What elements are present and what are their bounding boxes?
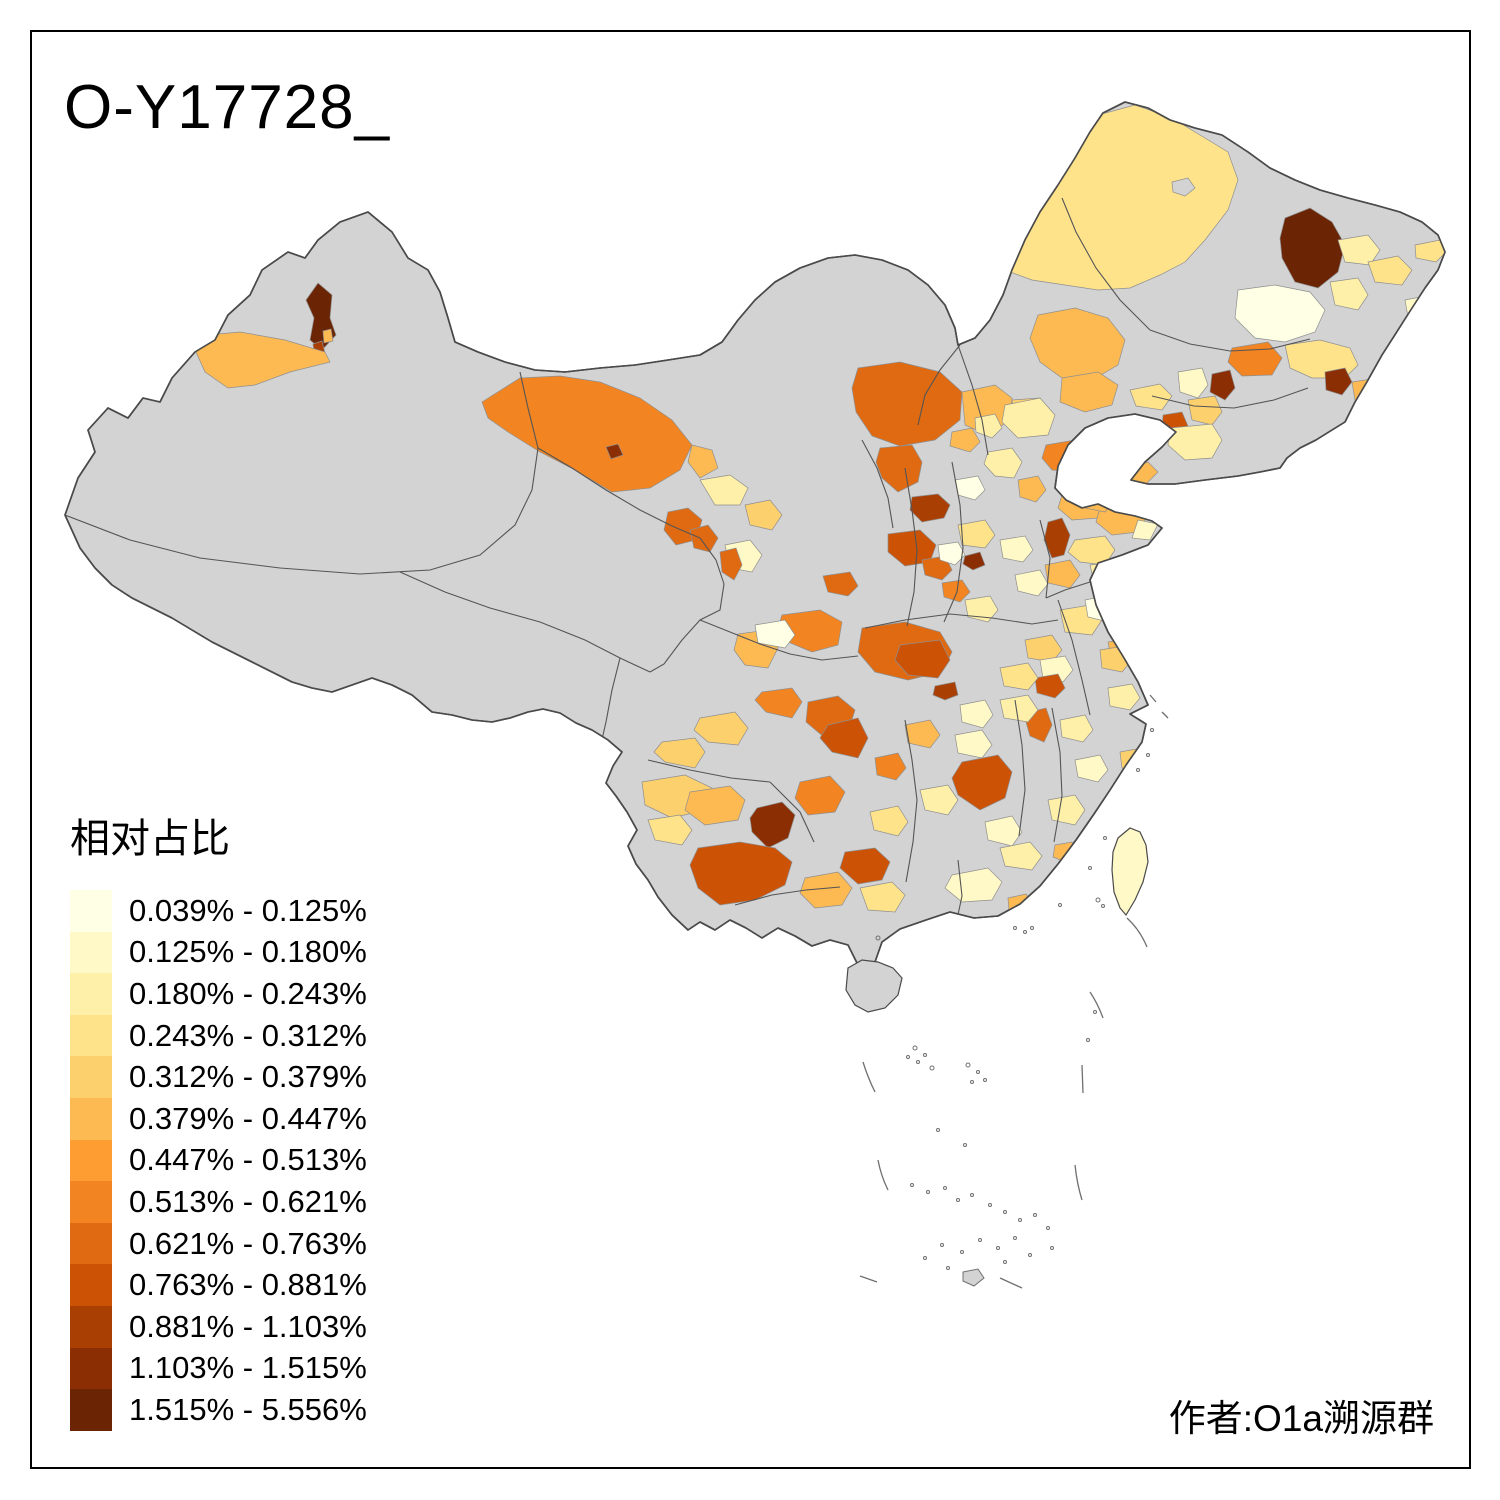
legend-swatch [70, 1139, 112, 1182]
legend-row: 0.763% - 0.881% [70, 1264, 367, 1306]
legend-row: 0.447% - 0.513% [70, 1139, 367, 1182]
legend-swatch [70, 1264, 112, 1306]
sea-islets [875, 728, 1154, 1287]
legend-row: 0.243% - 0.312% [70, 1014, 367, 1057]
legend-label: 0.763% - 0.881% [129, 1267, 367, 1303]
legend-swatch [70, 1347, 112, 1390]
legend-row: 0.312% - 0.379% [70, 1056, 367, 1098]
legend-label: 0.039% - 0.125% [129, 892, 367, 928]
legend-swatch [70, 1389, 112, 1431]
province-boundaries [65, 197, 1311, 925]
legend-label: 1.103% - 1.515% [129, 1350, 367, 1386]
legend-swatch [70, 890, 112, 932]
legend-row: 1.103% - 1.515% [70, 1347, 367, 1390]
legend-row: 0.125% - 0.180% [70, 931, 367, 974]
legend-label: 0.447% - 0.513% [129, 1142, 367, 1178]
legend-label: 0.180% - 0.243% [129, 975, 367, 1011]
taiwan-island [1111, 827, 1149, 917]
legend-rows: 0.039% - 0.125% 0.125% - 0.180% 0.180% -… [70, 890, 367, 1431]
legend-row: 0.180% - 0.243% [70, 973, 367, 1015]
national-outline [64, 101, 1446, 987]
plot-frame [30, 30, 1471, 1469]
legend-label: 0.125% - 0.180% [129, 934, 367, 970]
page-title: O-Y17728_ [64, 73, 391, 142]
legend-swatch [70, 931, 112, 974]
legend-label: 0.513% - 0.621% [129, 1183, 367, 1219]
legend-row: 0.881% - 1.103% [70, 1305, 367, 1348]
legend: 相对占比 0.039% - 0.125% 0.125% - 0.180% 0.1… [70, 806, 367, 1431]
legend-row: 0.513% - 0.621% [70, 1181, 367, 1223]
attribution-text: 作者:O1a溯源群 [1168, 1398, 1434, 1439]
legend-label: 1.515% - 5.556% [129, 1391, 367, 1427]
hainan-island [845, 959, 903, 1013]
legend-label: 0.881% - 1.103% [129, 1308, 367, 1344]
legend-label: 0.312% - 0.379% [129, 1059, 367, 1095]
legend-swatch [70, 973, 112, 1015]
legend-label: 0.243% - 0.312% [129, 1017, 367, 1053]
legend-row: 0.039% - 0.125% [70, 890, 367, 932]
legend-swatch [70, 1222, 112, 1265]
legend-swatch [70, 1097, 112, 1140]
legend-row: 0.379% - 0.447% [70, 1097, 367, 1140]
legend-title: 相对占比 [70, 817, 230, 861]
islands [845, 827, 1149, 1013]
legend-row: 1.515% - 5.556% [70, 1389, 367, 1431]
legend-swatch [70, 1056, 112, 1098]
legend-swatch [70, 1181, 112, 1223]
legend-label: 0.379% - 0.447% [129, 1100, 367, 1136]
legend-swatch [70, 1305, 112, 1348]
sea-lines [859, 694, 1169, 1289]
legend-label: 0.621% - 0.763% [129, 1225, 367, 1261]
legend-swatch [70, 1014, 112, 1057]
legend-row: 0.621% - 0.763% [70, 1222, 367, 1265]
